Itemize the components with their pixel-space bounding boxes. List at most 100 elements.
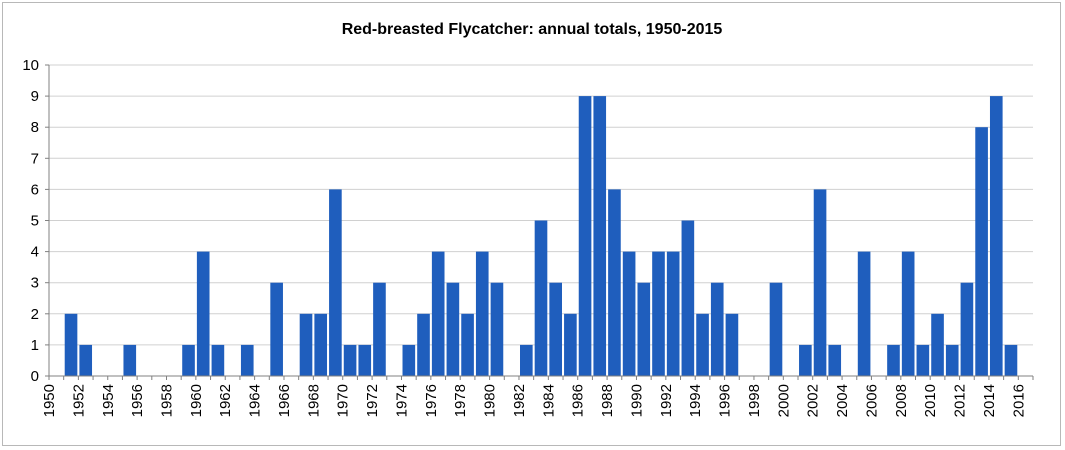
- y-tick-label: 9: [31, 88, 39, 105]
- x-tick-label: 1976: [423, 384, 440, 417]
- x-tick-label: 2002: [805, 384, 822, 417]
- x-tick-label: 2000: [775, 384, 792, 417]
- bar-1977: [446, 282, 460, 376]
- y-tick-label: 4: [31, 244, 39, 261]
- bar-1969: [329, 189, 342, 376]
- x-tick-label: 2014: [981, 384, 998, 417]
- y-tick-label: 5: [31, 213, 39, 230]
- bar-2009: [916, 344, 930, 376]
- y-tick-label: 7: [31, 150, 39, 167]
- bar-1970: [343, 344, 357, 376]
- x-tick-label: 1984: [540, 384, 557, 417]
- bar-1965: [270, 282, 283, 376]
- bar-1994: [696, 313, 709, 376]
- x-tick-label: 1966: [276, 384, 293, 417]
- x-tick-label: 1992: [658, 384, 675, 417]
- bar-1959: [182, 344, 195, 376]
- x-tick-label: 1974: [393, 384, 410, 417]
- x-tick-label: 2012: [952, 384, 969, 417]
- bar-1976: [431, 251, 445, 376]
- bar-1979: [475, 251, 489, 376]
- y-tick-labels: 0 1 2 3 4 5 6 7 8 9 10: [22, 57, 39, 385]
- bar-1988: [608, 189, 621, 376]
- bar-1985: [564, 313, 577, 376]
- y-tick-label: 3: [31, 275, 39, 292]
- bar-2005: [857, 251, 871, 376]
- bar-2008: [901, 251, 915, 376]
- bar-1995: [710, 282, 724, 376]
- bar-1999: [769, 282, 783, 376]
- bar-2012: [960, 282, 974, 376]
- bar-1951: [64, 313, 78, 376]
- x-tick-label: 1978: [452, 384, 469, 417]
- y-tick-label: 6: [31, 181, 39, 198]
- bar-1961: [211, 344, 225, 376]
- x-tick-label: 1996: [717, 384, 734, 417]
- chart-title: Red-breasted Flycatcher: annual totals, …: [342, 21, 723, 38]
- bar-1968: [314, 313, 328, 376]
- x-tick-label: 1952: [70, 384, 87, 417]
- bar-1978: [461, 313, 474, 376]
- bar-2013: [975, 127, 988, 376]
- bar-1967: [299, 313, 313, 376]
- x-tick-label: 2010: [922, 384, 939, 417]
- bar-1980: [490, 282, 504, 376]
- bar-2010: [931, 313, 944, 376]
- x-tick-label: 1972: [364, 384, 381, 417]
- x-tick-label: 2008: [893, 384, 910, 417]
- y-tick-label: 10: [22, 57, 39, 74]
- bar-1975: [417, 313, 430, 376]
- bar-1963: [240, 344, 254, 376]
- y-tick-label: 0: [31, 368, 39, 385]
- x-tick-label: 1994: [687, 384, 704, 417]
- bar-1974: [402, 344, 416, 376]
- bar-2015: [1004, 344, 1018, 376]
- x-tick-label: 1988: [599, 384, 616, 417]
- x-tick-labels: 1950 1952 1954 1956 1958 1960 1962 1964 1966 1968…: [41, 384, 1027, 417]
- x-tick-label: 1958: [158, 384, 175, 417]
- bar-2011: [945, 344, 959, 376]
- x-tick-label: 1990: [628, 384, 645, 417]
- bar-1984: [549, 282, 562, 376]
- x-tick-label: 2004: [834, 384, 851, 417]
- bar-1955: [123, 344, 137, 376]
- y-tick-label: 2: [31, 306, 39, 323]
- x-tick-label: 1982: [511, 384, 528, 417]
- bar-2001: [799, 344, 812, 376]
- x-tick-label: 1950: [41, 384, 58, 417]
- bar-2014: [989, 96, 1003, 376]
- x-tick-label: 1954: [100, 384, 117, 417]
- bar-1990: [637, 282, 651, 376]
- x-tick-label: 1964: [247, 384, 264, 417]
- bar-1972: [373, 282, 386, 376]
- x-tick-label: 1986: [570, 384, 587, 417]
- y-tick-label: 1: [31, 337, 39, 354]
- bars: [64, 96, 1018, 376]
- bar-1991: [652, 251, 665, 376]
- bar-1989: [622, 251, 636, 376]
- bar-2003: [828, 344, 842, 376]
- x-tick-label: 1968: [305, 384, 322, 417]
- bar-1996: [725, 313, 739, 376]
- bar-1992: [666, 251, 680, 376]
- x-tick-label: 1980: [482, 384, 499, 417]
- bar-1971: [358, 344, 372, 376]
- x-tick-label: 1998: [746, 384, 763, 417]
- bar-1960: [196, 251, 210, 376]
- y-tick-label: 8: [31, 119, 39, 136]
- x-tick-label: 1970: [335, 384, 352, 417]
- x-tick-label: 1960: [188, 384, 205, 417]
- x-tick-label: 2016: [1010, 384, 1027, 417]
- x-tick-label: 2006: [863, 384, 880, 417]
- bar-1952: [79, 344, 93, 376]
- axes: [45, 64, 1034, 380]
- bar-1983: [534, 220, 548, 376]
- bar-2002: [813, 189, 827, 376]
- bar-1993: [681, 220, 695, 376]
- bar-1987: [593, 96, 607, 376]
- x-tick-label: 1956: [129, 384, 146, 417]
- bar-1986: [578, 96, 592, 376]
- x-tick-label: 1962: [217, 384, 234, 417]
- bar-1982: [520, 344, 533, 376]
